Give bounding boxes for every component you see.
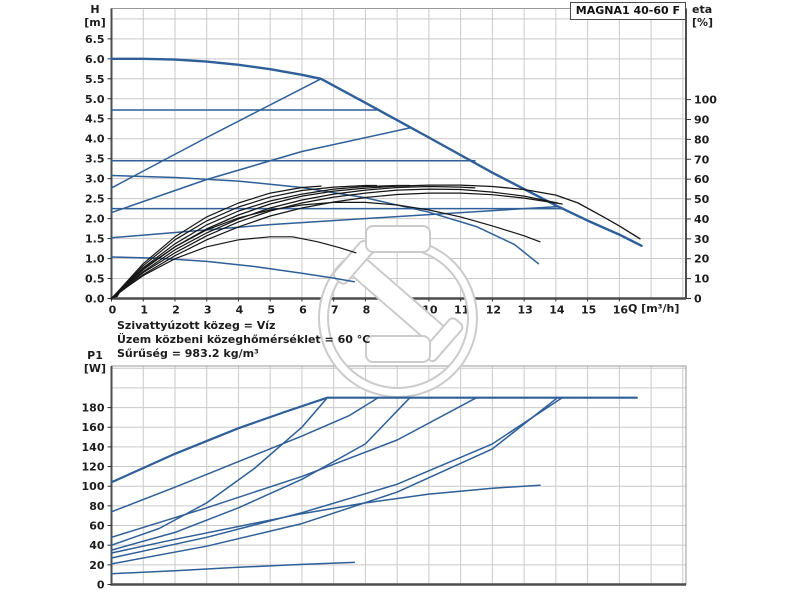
eta-axis-tick-label: 10 — [694, 273, 710, 286]
q-axis-tick-label: 11 — [454, 304, 469, 317]
watermark-bottom-bar — [365, 335, 431, 363]
efficiency-speed-ii-curve — [110, 201, 541, 300]
p1-axis-tick-label: 60 — [89, 520, 105, 533]
p1-axis-tick-label: 80 — [89, 500, 105, 513]
q-axis-title: Q [m³/h] — [628, 302, 680, 315]
h-axis-tick-label: 6.0 — [85, 53, 105, 66]
eta-axis-title-symbol: eta — [692, 3, 713, 16]
annotation-medium: Szivattyúzott közeg = Víz — [117, 319, 276, 332]
chart-top-series — [110, 57, 643, 300]
p1-axis-tick-label: 40 — [89, 539, 105, 552]
power-prop-3-curve — [110, 396, 329, 546]
p1-axis-tick-label: 120 — [82, 461, 105, 474]
speed-ii-curve — [110, 174, 540, 265]
chart-bottom-grid: 0 20 40 60 80 100 120 140 160 180 — [82, 365, 687, 592]
p1-axis-title-symbol: P1 — [87, 349, 103, 362]
h-axis-tick-label: 2.0 — [85, 213, 105, 226]
q-axis-tick-label: 1 — [140, 304, 148, 317]
eta-axis-title: eta [%] — [692, 3, 732, 29]
efficiency-prop-1-curve — [110, 188, 559, 300]
prop-pressure-1-curve — [110, 205, 559, 239]
power-const-3-curve — [110, 396, 379, 513]
p1-axis-tick-label: 20 — [89, 559, 105, 572]
q-axis-tick-label: 8 — [363, 304, 371, 317]
annotation-temperature: Üzem közbeni közeghőmérséklet = 60 °C — [117, 333, 371, 346]
power-const-2-curve — [110, 396, 478, 539]
power-max-curve — [110, 396, 638, 484]
q-axis-tick-label: 4 — [236, 304, 244, 317]
prop-pressure-2-curve — [110, 127, 411, 214]
p1-axis-title-unit: [W] — [83, 362, 107, 375]
q-axis-tick-label: 14 — [549, 304, 565, 317]
h-axis-tick-label: 4.0 — [85, 133, 105, 146]
eta-axis-tick-label: 50 — [694, 193, 710, 206]
h-axis-title-symbol: H — [90, 3, 100, 16]
p1-axis-tick-label: 140 — [82, 441, 105, 454]
efficiency-prop-2-curve — [110, 184, 411, 300]
operating-conditions: Szivattyúzott közeg = Víz Üzem közbeni k… — [117, 319, 370, 361]
p1-axis-tick-label: 160 — [82, 421, 105, 434]
eta-axis-tick-label: 20 — [694, 253, 710, 266]
p1-axis-tick-label: 0 — [97, 579, 105, 592]
power-const-1-curve — [110, 396, 563, 559]
q-axis-tick-label: 13 — [517, 304, 532, 317]
power-speed-ii-curve — [110, 484, 541, 554]
h-axis-title-unit: [m] — [84, 16, 106, 29]
eta-axis-tick-label: 60 — [694, 173, 710, 186]
h-axis-tick-label: 1.0 — [85, 253, 105, 266]
efficiency-const-2-curve — [110, 185, 476, 300]
h-axis-title: H [m] — [78, 3, 112, 29]
q-axis-tick-label: 3 — [204, 304, 212, 317]
h-axis-tick-label: 1.5 — [85, 233, 105, 246]
power-prop-1-curve — [110, 396, 559, 565]
watermark-ibeam — [332, 239, 464, 363]
h-axis-tick-label: 3.0 — [85, 173, 105, 186]
power-min-curve — [110, 561, 356, 575]
h-axis-tick-label: 2.5 — [85, 193, 105, 206]
eta-axis-tick-label: 100 — [694, 94, 717, 107]
q-axis-tick-label: 16 — [613, 304, 629, 317]
eta-axis-tick-label: 80 — [694, 133, 710, 146]
q-axis-tick-label: 6 — [299, 304, 307, 317]
efficiency-const-3-curve — [110, 184, 378, 300]
p1-axis-title: P1 [W] — [78, 349, 112, 375]
h-axis-tick-label: 5.5 — [85, 73, 105, 86]
h-axis-tick-label: 3.5 — [85, 153, 105, 166]
eta-axis-tick-label: 70 — [694, 153, 710, 166]
h-axis-tick-label: 5.0 — [85, 93, 105, 106]
eta-axis-tick-label: 40 — [694, 213, 710, 226]
efficiency-min-curve — [110, 236, 357, 300]
chart-top-grid: 0.0 0.5 1.0 1.5 2.0 2.5 3.0 3.5 4.0 4.5 5.0 5.5 6.0 6… — [85, 8, 717, 317]
eta-axis-tick-label: 90 — [694, 113, 710, 126]
power-prop-2-curve — [110, 396, 411, 551]
q-axis-tick-label: 0 — [109, 304, 117, 317]
q-axis-tick-label: 15 — [581, 304, 596, 317]
chart-bottom-series — [110, 396, 638, 575]
p1-axis-tick-label: 180 — [82, 402, 105, 415]
eta-axis-tick-label: 0 — [694, 293, 702, 306]
annotation-density: Sűrűség = 983.2 kg/m³ — [117, 347, 259, 360]
q-axis-tick-label: 2 — [172, 304, 180, 317]
q-axis-tick-label: 5 — [267, 304, 275, 317]
prop-pressure-3-curve — [110, 78, 322, 189]
p1-axis-tick-label: 100 — [82, 480, 105, 493]
eta-axis-title-unit: [%] — [692, 16, 714, 29]
h-axis-tick-label: 6.5 — [85, 33, 105, 46]
h-axis-tick-label: 4.5 — [85, 113, 105, 126]
efficiency-prop-3-curve — [110, 185, 322, 300]
watermark-top-bar — [365, 225, 431, 253]
q-axis-tick-label: 7 — [331, 304, 339, 317]
q-axis-tick-label: 12 — [486, 304, 501, 317]
h-axis-tick-label: 0.0 — [85, 293, 105, 306]
watermark-ring — [318, 225, 479, 398]
eta-axis-tick-label: 30 — [694, 233, 710, 246]
pump-model-title: MAGNA1 40-60 F — [569, 2, 686, 20]
h-axis-tick-label: 0.5 — [85, 273, 105, 286]
